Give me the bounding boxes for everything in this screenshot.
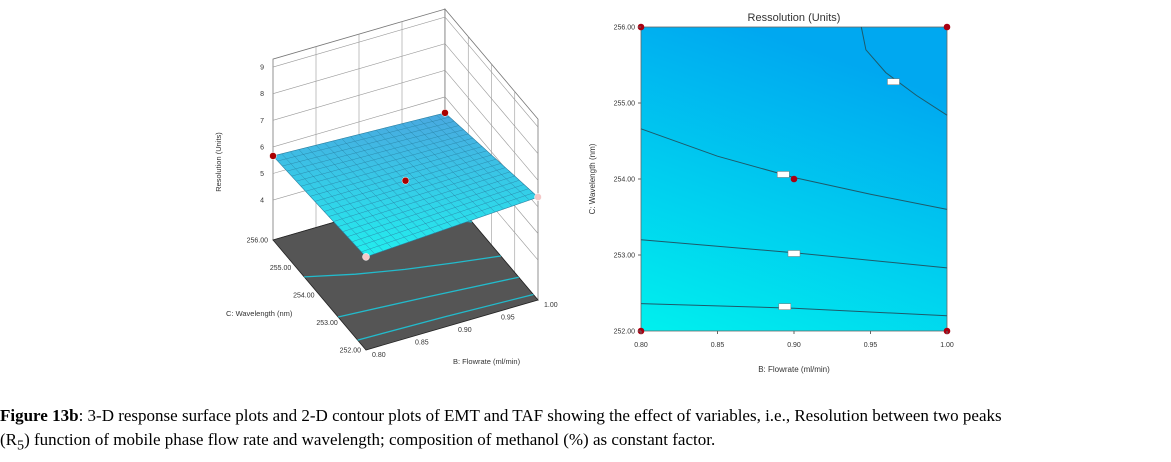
design-point — [637, 23, 645, 31]
floor-contour-line — [337, 276, 519, 318]
wall-gridline — [272, 69, 539, 181]
z-tick-label: 4 — [260, 198, 264, 205]
surface-gridline — [356, 188, 529, 248]
contour-plot-area — [640, 26, 948, 332]
wall-gridline — [272, 16, 539, 128]
z-tick-label: 6 — [260, 144, 264, 151]
caption-line2-rest: ) function of mobile phase flow rate and… — [24, 430, 716, 449]
design-point — [790, 175, 798, 183]
surface-gridline — [361, 192, 534, 253]
contour-level-label — [778, 303, 792, 310]
contour-title: Ressolution (Units) — [748, 12, 841, 24]
y-tick-label: 252.00 — [340, 348, 362, 355]
z-tick-label: 7 — [260, 118, 264, 125]
caption-label: Figure 13b — [0, 406, 79, 425]
y-axis-label: C: Wavelength (nm) — [226, 309, 293, 318]
contour-line — [860, 26, 948, 116]
surface-gridline — [436, 114, 530, 201]
y-tick-label: 256.00 — [614, 25, 636, 32]
design-point — [401, 176, 410, 185]
x-tick-label: 0.95 — [864, 342, 878, 349]
y-tick-label: 253.00 — [316, 320, 338, 327]
y-tick-label: 252.00 — [614, 329, 636, 336]
surface-gridline — [342, 175, 515, 232]
contour-line — [640, 239, 948, 269]
surface-3d-plot: 4 5 6 7 8 9 252.00 253.00 254.00 255.00 256.00 0.80… — [214, 8, 558, 366]
floor-contour-line — [357, 293, 534, 341]
caption-subscript: 5 — [17, 437, 25, 454]
design-point — [637, 327, 645, 335]
design-point — [269, 152, 277, 160]
surface-gridline — [384, 127, 478, 219]
design-point — [943, 327, 951, 335]
caption-text: : 3-D response surface plots and 2-D con… — [78, 406, 1002, 425]
surface-gridline — [401, 123, 496, 213]
y-tick-label: 254.00 — [614, 177, 636, 184]
surface-gridline — [393, 125, 487, 216]
x-tick-label: 1.00 — [940, 342, 954, 349]
y-tick-label: 255.00 — [614, 101, 636, 108]
z-tick-label: 8 — [260, 91, 264, 98]
x-tick-label: 0.95 — [501, 315, 515, 322]
surface-gridline — [376, 129, 470, 222]
surface-gridline — [328, 163, 501, 217]
z-tick-label: 9 — [260, 65, 264, 72]
y-tick-label: 253.00 — [614, 253, 636, 260]
x-tick-label: 0.80 — [372, 352, 386, 359]
caption-line2: (R — [0, 430, 17, 449]
x-tick-label: 1.00 — [544, 302, 558, 309]
x-tick-label: 0.90 — [458, 327, 472, 334]
design-point — [362, 253, 370, 261]
x-axis-label: B: Flowrate (ml/min) — [453, 357, 521, 366]
surface-gridline — [410, 121, 504, 210]
y-tick-label: 255.00 — [270, 265, 292, 272]
surface-gridline — [427, 117, 521, 204]
surface-gridline — [419, 119, 513, 207]
contour-level-label — [787, 250, 801, 257]
contour-level-label — [887, 78, 900, 85]
figure-caption: Figure 13b: 3-D response surface plots a… — [0, 404, 1171, 457]
surface-gridline — [367, 132, 461, 225]
x-tick-label: 0.85 — [711, 342, 725, 349]
surface-gridline — [333, 167, 506, 222]
contour-line — [640, 128, 948, 210]
x-tick-label: 0.85 — [415, 340, 429, 347]
contour-line — [640, 303, 948, 317]
surface-gridline — [351, 184, 525, 242]
surface-gridline — [347, 180, 520, 237]
x-tick-label: 0.80 — [634, 342, 648, 349]
floor-contour-line — [304, 255, 501, 278]
design-point — [441, 109, 449, 117]
y-tick-label: 254.00 — [293, 293, 315, 300]
design-point — [943, 23, 951, 31]
contour-x-label: B: Flowrate (ml/min) — [758, 365, 830, 374]
wall-gridline — [272, 43, 539, 154]
surface-gridline — [324, 158, 497, 212]
surface-gridline — [338, 171, 511, 227]
contour-level-label — [777, 171, 790, 178]
z-axis-label: Resolution (Units) — [214, 132, 223, 192]
x-tick-label: 0.90 — [787, 342, 801, 349]
design-point — [534, 193, 542, 201]
y-tick-label: 256.00 — [247, 238, 269, 245]
z-tick-label: 5 — [260, 171, 264, 178]
